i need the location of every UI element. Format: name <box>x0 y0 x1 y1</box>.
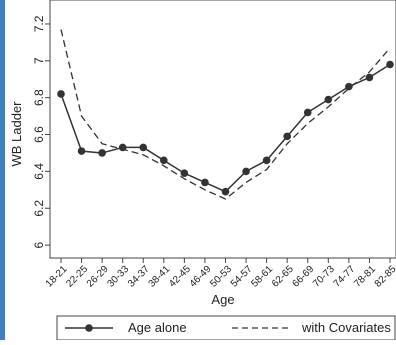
legend-marker-age-alone <box>85 324 93 332</box>
x-axis: 18-2122-2526-2930-3334-3738-4142-4546-49… <box>44 258 396 290</box>
x-tick-label-8: 50-53 <box>208 264 234 290</box>
series-line-with-covariates <box>60 29 391 200</box>
point-age-alone-15 <box>365 73 374 82</box>
x-tick-label-2: 26-29 <box>85 264 111 290</box>
x-tick-label-12: 66-69 <box>290 264 316 290</box>
point-age-alone-2 <box>98 149 106 157</box>
x-tick-label-9: 54-57 <box>229 264 255 290</box>
point-age-alone-13 <box>324 95 333 104</box>
x-tick-label-1: 22-25 <box>64 264 90 290</box>
y-tick-label-4: 6.8 <box>32 89 46 106</box>
x-tick-label-10: 58-61 <box>249 264 275 290</box>
y-tick-label-0: 6 <box>32 241 46 248</box>
x-tick-label-11: 62-65 <box>270 264 296 290</box>
x-tick-label-14: 74-77 <box>332 264 358 290</box>
point-age-alone-11 <box>283 132 291 141</box>
point-age-alone-1 <box>77 147 86 155</box>
point-age-alone-12 <box>303 108 312 117</box>
y-tick-label-6: 7.2 <box>32 15 46 32</box>
x-tick-label-6: 42-45 <box>167 264 193 290</box>
series-layer <box>57 29 394 200</box>
point-age-alone-16 <box>386 60 394 69</box>
x-tick-label-4: 34-37 <box>126 264 152 290</box>
point-age-alone-5 <box>160 156 168 165</box>
point-age-alone-9 <box>242 167 250 176</box>
point-age-alone-7 <box>201 178 209 187</box>
y-tick-label-5: 7 <box>32 57 46 64</box>
x-tick-label-0: 18-21 <box>44 264 70 290</box>
legend: Age alone with Covariates <box>56 315 396 341</box>
y-tick-label-1: 6.2 <box>32 200 46 217</box>
plot-frame <box>49 0 396 259</box>
left-edge-strip <box>0 0 5 340</box>
series-line-age-alone <box>60 63 391 193</box>
x-tick-label-7: 46-49 <box>188 264 214 290</box>
y-axis: 6 6.2 6.4 6.6 6.8 7 7.2 <box>32 15 50 248</box>
legend-label-with-covariates: with Covariates <box>301 320 391 335</box>
y-tick-label-3: 6.6 <box>32 126 46 143</box>
x-tick-label-16: 82-85 <box>373 264 396 290</box>
point-age-alone-10 <box>262 156 271 165</box>
y-axis-title: WB Ladder <box>9 101 24 167</box>
point-age-alone-8 <box>221 187 230 196</box>
point-age-alone-0 <box>57 90 65 98</box>
x-axis-title: Age <box>211 292 234 307</box>
legend-box <box>56 315 396 341</box>
x-tick-label-15: 78-81 <box>352 264 378 290</box>
point-age-alone-4 <box>139 143 148 152</box>
legend-label-age-alone: Age alone <box>128 320 187 335</box>
x-tick-label-3: 30-33 <box>105 264 131 290</box>
point-age-alone-14 <box>345 82 353 91</box>
x-tick-label-5: 38-41 <box>147 264 173 290</box>
point-age-alone-6 <box>180 169 189 178</box>
y-tick-label-2: 6.4 <box>32 163 46 180</box>
x-tick-label-13: 70-73 <box>311 264 337 290</box>
